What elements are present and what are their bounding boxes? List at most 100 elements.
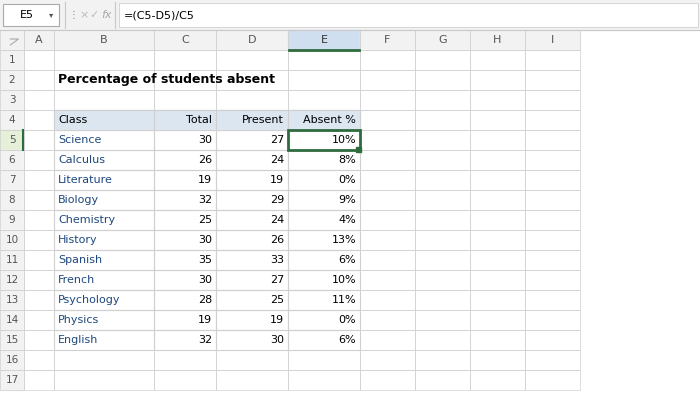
Bar [216, 150, 288, 170]
Bar [54, 30, 154, 50]
Bar [216, 250, 288, 270]
Bar [288, 210, 360, 230]
Bar [0, 90, 24, 110]
Bar [216, 350, 288, 370]
Text: 5: 5 [8, 135, 15, 145]
Bar [0, 110, 24, 130]
Bar [216, 170, 288, 190]
Bar [288, 330, 360, 350]
Text: 32: 32 [198, 335, 212, 345]
Bar [525, 270, 580, 290]
Bar [360, 350, 415, 370]
Bar [216, 330, 288, 350]
Bar [525, 110, 580, 130]
Bar [288, 130, 360, 150]
Bar [216, 230, 288, 250]
Bar [54, 110, 154, 130]
Bar [24, 50, 54, 70]
Bar [360, 270, 415, 290]
Bar [24, 30, 54, 50]
Bar [288, 290, 360, 310]
Bar [288, 250, 360, 270]
Bar [24, 310, 54, 330]
Bar [415, 350, 470, 370]
Bar [216, 110, 288, 130]
Bar [24, 190, 54, 210]
Bar [154, 110, 216, 130]
Bar [415, 30, 470, 50]
Bar [154, 250, 216, 270]
Bar [525, 150, 580, 170]
Text: 35: 35 [198, 255, 212, 265]
Bar [288, 150, 360, 170]
Bar [360, 350, 415, 370]
Text: B: B [100, 35, 108, 45]
Bar [288, 50, 360, 70]
Bar [470, 310, 525, 330]
Bar [288, 170, 360, 190]
Bar [154, 130, 216, 150]
Bar [24, 30, 54, 50]
Bar [360, 330, 415, 350]
Bar [470, 50, 525, 70]
Bar [288, 290, 360, 310]
Bar [525, 250, 580, 270]
Bar [54, 310, 154, 330]
Text: 4%: 4% [338, 215, 356, 225]
Bar [288, 350, 360, 370]
Bar [470, 170, 525, 190]
Bar [154, 170, 216, 190]
Bar [154, 210, 216, 230]
Bar [288, 130, 360, 150]
Bar [288, 130, 360, 150]
Bar [415, 370, 470, 390]
Bar [415, 370, 470, 390]
Bar [54, 90, 154, 110]
Bar [216, 310, 288, 330]
Bar [0, 210, 24, 230]
Bar [0, 270, 24, 290]
Bar [24, 310, 54, 330]
Bar [54, 130, 154, 150]
Bar [24, 210, 54, 230]
Bar [216, 350, 288, 370]
Bar [54, 150, 154, 170]
Text: Percentage of students absent: Percentage of students absent [58, 74, 275, 86]
Bar [415, 70, 470, 90]
Bar [216, 310, 288, 330]
Bar [24, 330, 54, 350]
Bar [288, 330, 360, 350]
Bar [525, 270, 580, 290]
Bar [470, 350, 525, 370]
Bar [216, 150, 288, 170]
Bar [360, 270, 415, 290]
Bar [525, 30, 580, 50]
Bar [0, 230, 24, 250]
Bar [216, 150, 288, 170]
Bar [154, 270, 216, 290]
Text: History: History [58, 235, 97, 245]
Bar [470, 230, 525, 250]
Bar [525, 130, 580, 150]
Bar [54, 290, 154, 310]
Bar [216, 150, 288, 170]
Bar [154, 110, 216, 130]
Bar [216, 230, 288, 250]
Bar [360, 330, 415, 350]
Bar [288, 190, 360, 210]
Bar [154, 330, 216, 350]
Bar [470, 90, 525, 110]
Bar [216, 270, 288, 290]
Bar [415, 230, 470, 250]
Bar [154, 290, 216, 310]
Bar [288, 270, 360, 290]
Bar [0, 0, 700, 30]
Bar [415, 270, 470, 290]
Bar [54, 190, 154, 210]
Bar [154, 150, 216, 170]
Bar [216, 310, 288, 330]
Bar [54, 50, 154, 70]
Bar [54, 170, 154, 190]
Bar [154, 330, 216, 350]
Bar [24, 170, 54, 190]
